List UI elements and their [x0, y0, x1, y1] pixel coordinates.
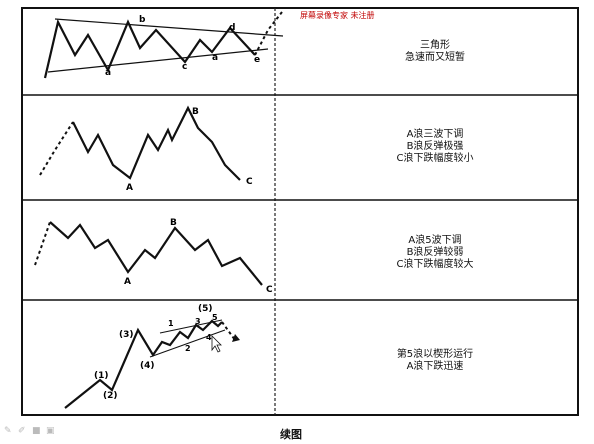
- edit-icon[interactable]: ✐: [18, 426, 26, 436]
- label-B: B: [170, 218, 177, 228]
- wave-weak-b: [49, 221, 263, 286]
- lower-trendline: [47, 48, 269, 73]
- label-A: A: [124, 277, 131, 287]
- label-subwave-2: 2: [185, 344, 191, 353]
- description-line: 三角形: [420, 40, 450, 51]
- label-C: C: [266, 285, 273, 295]
- label-C: C: [246, 177, 253, 187]
- wave-strong-b: [72, 105, 241, 181]
- wave-a-decline: [221, 321, 236, 341]
- panel-weak-b-drawing: A B C: [34, 218, 273, 295]
- triangle-breakout: [254, 11, 283, 56]
- panel-triangle-drawing: a b c d e a: [43, 11, 284, 79]
- mouse-cursor-icon: [211, 335, 222, 353]
- panel-strong-b-drawing: A B C: [39, 105, 253, 193]
- description-line: B浪反弹极强: [406, 141, 464, 152]
- table-border: [21, 7, 579, 416]
- upper-trendline: [54, 18, 284, 37]
- description-line: A浪5波下调: [408, 235, 462, 246]
- label-subwave-5: 5: [212, 313, 218, 322]
- label-subwave-1: 1: [168, 319, 174, 328]
- label-triangle-d: d: [229, 23, 235, 33]
- label-subwave-3: 3: [195, 317, 201, 326]
- wedge-lower-line: [149, 329, 226, 358]
- recorder-watermark: 屏幕录像专家 未注册: [300, 11, 375, 20]
- wave-strong-b-prelude: [39, 121, 74, 176]
- label-B: B: [192, 107, 199, 117]
- stop-icon[interactable]: ■: [32, 426, 41, 436]
- wedge-upper-line: [159, 319, 223, 334]
- figure-caption: 续图: [280, 428, 302, 441]
- wave-weak-b-prelude: [34, 221, 51, 266]
- label-wave-3: (3): [119, 330, 134, 340]
- label-triangle-a1: a: [105, 68, 111, 78]
- label-triangle-b: b: [139, 15, 146, 25]
- label-subwave-4: 4: [206, 333, 212, 342]
- description-line: C浪下跌幅度较大: [396, 259, 474, 270]
- description-line: C浪下跌幅度较小: [396, 153, 474, 164]
- label-wave-1: (1): [94, 371, 109, 381]
- label-triangle-c: c: [182, 62, 187, 72]
- label-wave-2: (2): [103, 391, 118, 401]
- description-line: B浪反弹较弱: [406, 247, 464, 258]
- description-line: A浪三波下调: [406, 129, 464, 140]
- description-line: 第5浪以楔形运行: [396, 349, 474, 360]
- triangle-wave: [43, 18, 256, 79]
- label-A: A: [126, 183, 133, 193]
- label-triangle-a2: a: [212, 53, 218, 63]
- label-wave-5: (5): [198, 304, 213, 314]
- pen-icon[interactable]: ✎: [4, 426, 12, 436]
- record-icon[interactable]: ▣: [46, 426, 55, 436]
- panel-3-description: A浪5波下调 B浪反弹较弱 C浪下跌幅度较大: [300, 235, 570, 271]
- label-wave-4: (4): [140, 361, 155, 371]
- panel-2-description: A浪三波下调 B浪反弹极强 C浪下跌幅度较小: [300, 129, 570, 165]
- panel-4-description: 第5浪以楔形运行 A浪下跌迅速: [300, 349, 570, 373]
- panel-wedge-drawing: (1) (2) (3) (4) (5) 1 2 3 4 5: [64, 304, 240, 409]
- label-triangle-e: e: [254, 55, 260, 65]
- panel-1-description: 三角形 急速而又短暂: [300, 40, 570, 64]
- arrow-head: [232, 334, 240, 342]
- viewer-toolbar: ✎ ✐ ■ ▣: [4, 426, 56, 436]
- description-line: A浪下跌迅速: [406, 361, 464, 372]
- description-line: 急速而又短暂: [405, 52, 465, 63]
